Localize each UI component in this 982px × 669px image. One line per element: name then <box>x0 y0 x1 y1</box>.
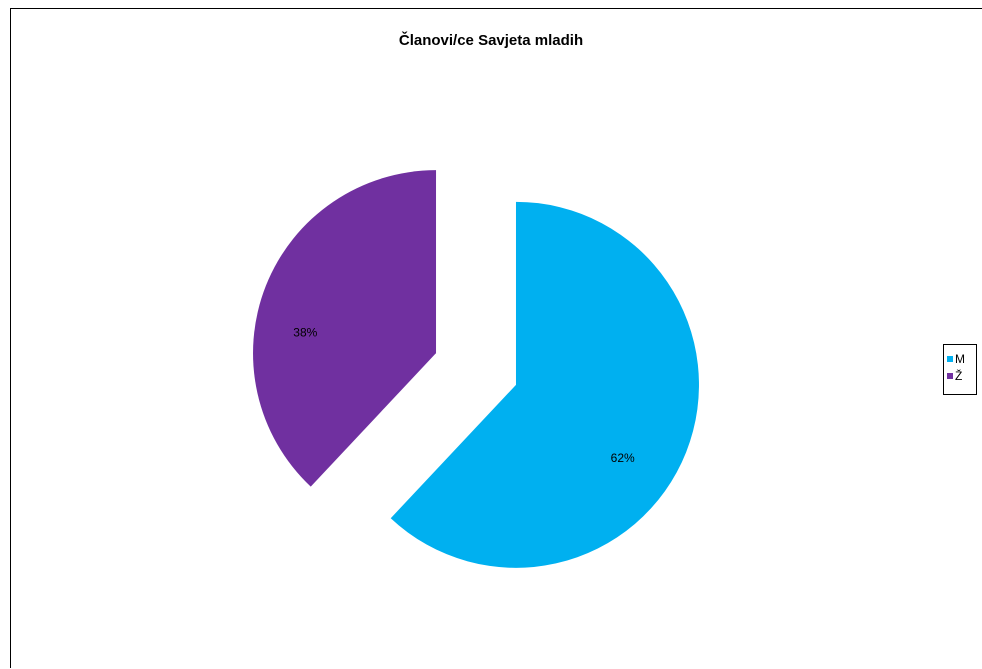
pie-slice-m <box>390 201 699 568</box>
legend-item-m: M <box>947 350 976 367</box>
slice-label-m: 62% <box>611 451 635 465</box>
legend: M Ž <box>943 344 977 395</box>
legend-item-z: Ž <box>947 367 976 384</box>
legend-label-z: Ž <box>955 368 963 383</box>
legend-swatch-m <box>947 355 953 362</box>
slice-label-z: 38% <box>293 325 317 339</box>
legend-swatch-z <box>947 372 953 379</box>
legend-label-m: M <box>955 351 965 366</box>
chart-title: Članovi/ce Savjeta mladih <box>398 32 584 49</box>
chart-frame <box>10 8 982 668</box>
pie-slice-z <box>253 170 437 487</box>
